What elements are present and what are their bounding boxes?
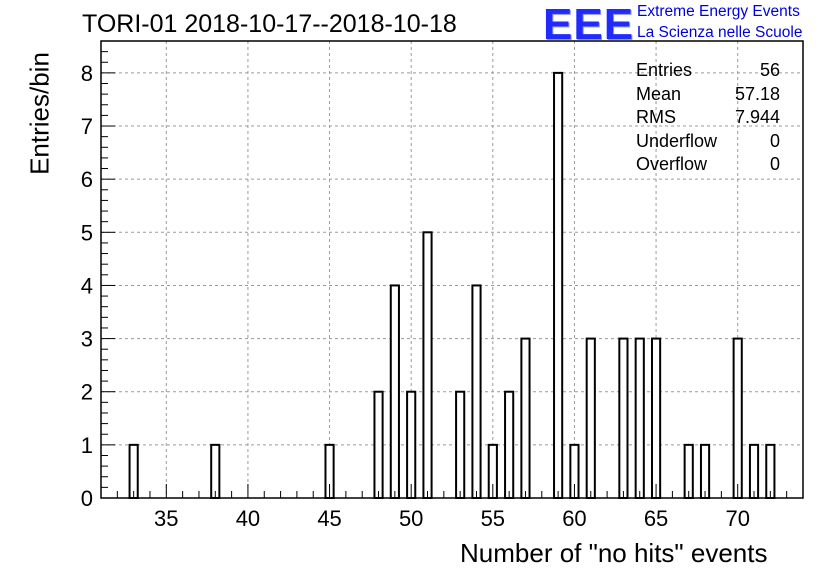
- plot-frame: [100, 40, 804, 499]
- histogram-bar: [520, 337, 531, 499]
- histogram-bar: [455, 390, 466, 499]
- histogram-bar: [471, 284, 482, 499]
- x-tick-label: 55: [481, 506, 505, 531]
- stats-value: 56: [759, 60, 780, 80]
- stats-label: Mean: [636, 83, 682, 104]
- x-tick-label: 50: [399, 506, 423, 531]
- histogram-bar: [683, 443, 694, 500]
- x-tick-label: 60: [562, 506, 586, 531]
- histogram-bar: [553, 71, 564, 499]
- y-axis-label: Entries/bin: [24, 52, 55, 175]
- y-tick-label: 1: [81, 433, 93, 458]
- y-tick-label: 7: [81, 114, 93, 139]
- stats-label: Overflow: [636, 154, 708, 174]
- stats-value: 0: [769, 130, 780, 151]
- y-tick-label: 5: [81, 220, 93, 245]
- histogram-bar: [699, 443, 711, 500]
- stats-row-underflow: Underflow 0: [636, 131, 780, 155]
- y-tick-label: 8: [81, 61, 93, 86]
- histogram-bar: [406, 390, 417, 499]
- histogram-bar: [748, 443, 760, 500]
- logo-text-line-2: La Scienza nelle Scuole: [637, 24, 803, 41]
- stats-row-overflow: Overflow 0: [636, 154, 780, 178]
- histogram-bar: [650, 337, 662, 499]
- y-tick-label: 6: [81, 167, 93, 192]
- x-tick-label: 35: [154, 506, 178, 531]
- x-axis-ticks: 35 40 45 50 55 60 65 70: [100, 484, 804, 531]
- y-tick-label: 3: [81, 327, 93, 352]
- stats-label: Underflow: [636, 130, 718, 151]
- histogram-bar: [504, 390, 515, 499]
- logo-text-line-1: Extreme Energy Events: [637, 3, 800, 20]
- histogram-bar: [765, 443, 776, 500]
- stats-label: RMS: [636, 107, 676, 127]
- stats-box: Entries 56 Mean 57.18 RMS 7.944 Underflo…: [636, 60, 780, 178]
- eee-logo: EEE: [543, 0, 635, 49]
- x-tick-label: 65: [644, 506, 668, 531]
- stats-row-entries: Entries 56: [636, 60, 780, 84]
- histogram-bar: [618, 337, 629, 499]
- histogram-bar: [389, 284, 400, 499]
- stats-label: Entries: [636, 60, 693, 80]
- y-tick-label: 2: [81, 380, 93, 405]
- x-tick-label: 40: [236, 506, 260, 531]
- histogram-bar: [373, 390, 384, 499]
- y-axis-ticks: 0 1 2 3 4 5 6 7 8: [81, 51, 115, 511]
- histogram-bar: [732, 337, 743, 499]
- y-tick-label: 0: [81, 486, 93, 511]
- y-tick-label: 4: [81, 273, 93, 298]
- histogram-bar: [128, 443, 139, 500]
- chart-title: TORI-01 2018-10-17--2018-10-18: [82, 10, 457, 38]
- x-axis-label: Number of "no hits" events: [460, 538, 768, 568]
- histogram-bar: [210, 443, 221, 500]
- histogram-bar: [422, 231, 433, 499]
- stats-value: 7.944: [734, 107, 780, 127]
- x-tick-label: 45: [317, 506, 341, 531]
- stats-row-mean: Mean 57.18: [636, 84, 780, 108]
- stats-value: 0: [769, 154, 780, 174]
- histogram-bar: [585, 337, 596, 499]
- stats-value: 57.18: [734, 83, 780, 104]
- histogram-bars: [128, 71, 776, 500]
- histogram-bar: [634, 337, 645, 499]
- x-tick-label: 70: [725, 506, 749, 531]
- stats-row-rms: RMS 7.944: [636, 107, 780, 131]
